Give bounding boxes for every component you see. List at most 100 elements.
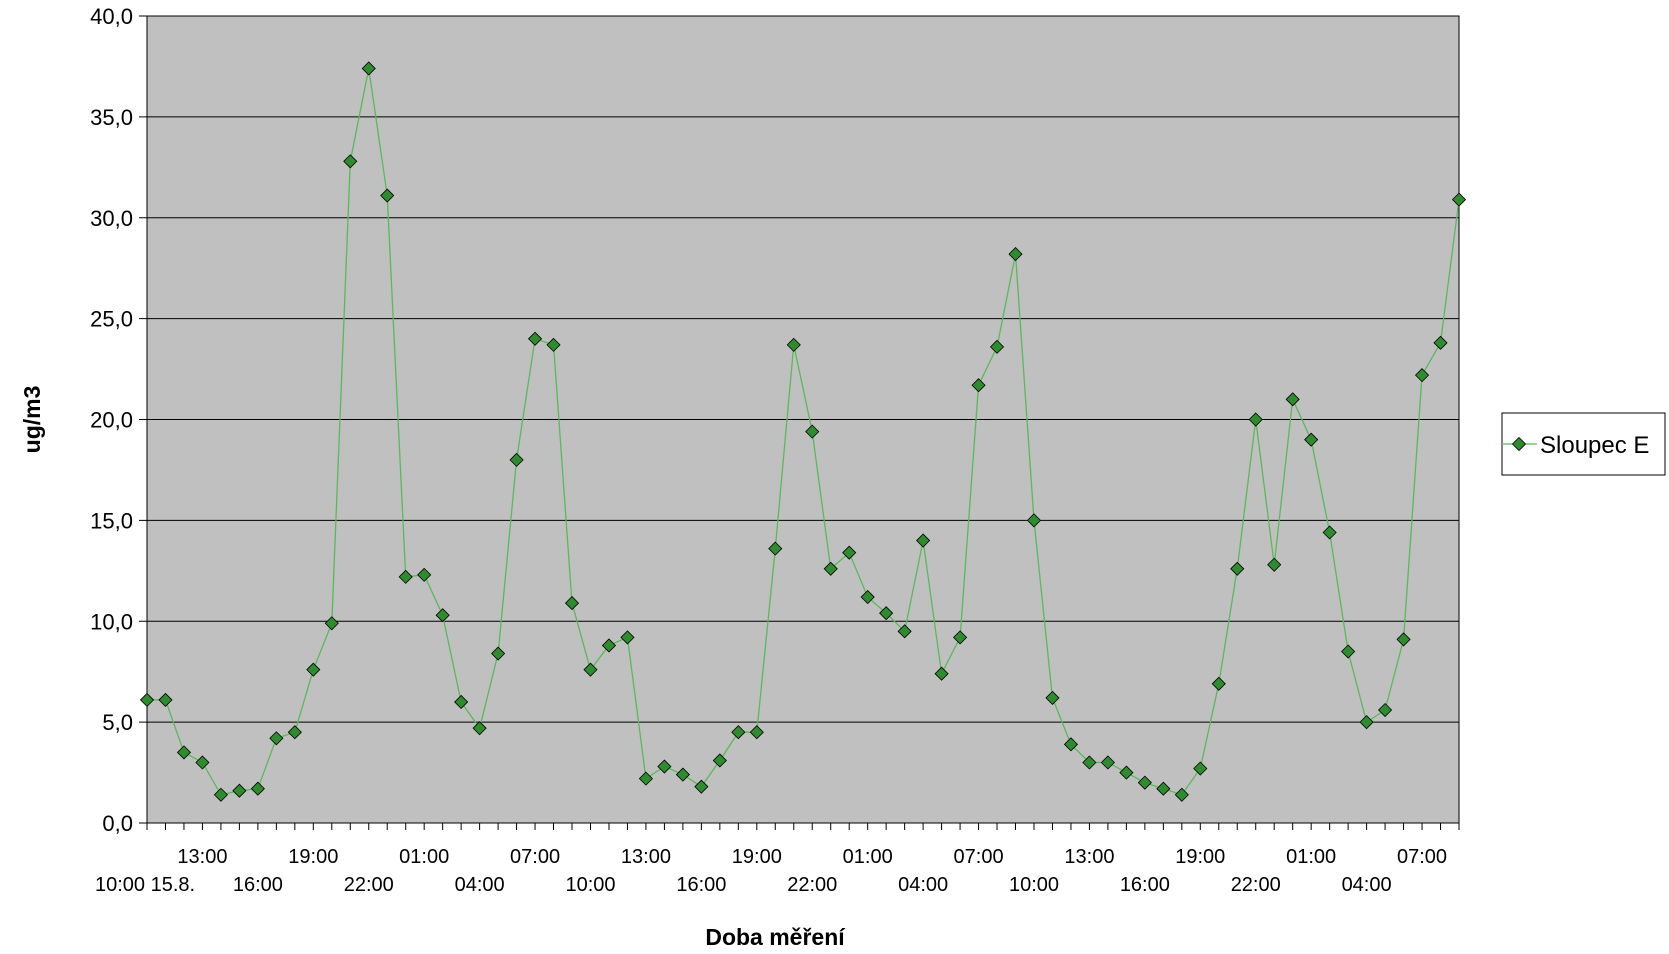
data-point — [1174, 787, 1189, 802]
y-tick-label: 10,0 — [90, 609, 133, 634]
data-point — [472, 721, 487, 736]
x-tick-label: 22:00 — [787, 874, 837, 896]
data-point — [620, 630, 635, 645]
x-axis-title: Doba měření — [705, 924, 846, 950]
x-tick-label: 16:00 — [676, 874, 726, 896]
data-point — [287, 725, 302, 740]
data-point — [1100, 755, 1115, 770]
y-tick-label: 20,0 — [90, 408, 133, 433]
data-point — [1193, 761, 1208, 776]
x-tick-label: 07:00 — [954, 846, 1004, 868]
data-point — [195, 755, 210, 770]
data-point — [1451, 192, 1467, 207]
data-point — [601, 638, 617, 653]
x-tick-label: 13:00 — [177, 846, 227, 868]
data-point — [1396, 632, 1411, 647]
data-point — [879, 606, 894, 621]
data-point — [1304, 432, 1319, 447]
x-tick-label: 07:00 — [1397, 846, 1447, 868]
x-tick-label: 04:00 — [898, 874, 948, 896]
x-tick-label: 07:00 — [510, 846, 560, 868]
data-point — [1119, 765, 1134, 780]
data-point — [805, 424, 820, 439]
data-point — [971, 378, 986, 393]
data-point — [657, 759, 672, 774]
data-point — [343, 154, 358, 169]
data-point — [860, 589, 875, 605]
data-point — [1211, 676, 1226, 691]
data-point — [1063, 737, 1079, 752]
data-point — [1359, 715, 1374, 730]
data-point — [380, 188, 395, 203]
x-tick-label: 19:00 — [1175, 846, 1225, 868]
data-point — [1378, 702, 1393, 718]
x-tick-label: 01:00 — [843, 846, 893, 868]
x-tick-label: 13:00 — [1064, 846, 1114, 868]
y-tick-label: 35,0 — [90, 105, 133, 130]
data-point — [823, 561, 838, 576]
x-tick-label: 01:00 — [1286, 846, 1336, 868]
data-point — [897, 624, 912, 639]
data-point — [694, 779, 709, 794]
x-tick-label: 22:00 — [1231, 874, 1281, 896]
data-point — [398, 569, 413, 584]
data-point — [1230, 561, 1245, 576]
data-point — [842, 545, 857, 560]
data-point — [564, 596, 580, 611]
data-point — [1026, 513, 1042, 528]
data-point — [1267, 557, 1282, 572]
data-point — [1156, 781, 1171, 796]
legend-marker-diamond — [1511, 436, 1527, 452]
y-axis: 0,0 5,0 10,0 15,0 20,0 25,0 30,0 35,0 40,0 — [90, 4, 147, 836]
data-point — [1341, 644, 1356, 659]
data-point — [934, 666, 949, 681]
gridlines — [147, 116, 1459, 723]
data-point — [1137, 775, 1152, 790]
legend-label: Sloupec E — [1540, 432, 1649, 459]
y-axis-title: ug/m3 — [19, 386, 45, 454]
data-point — [583, 662, 598, 677]
data-point — [361, 61, 376, 76]
data-point — [638, 771, 653, 786]
y-tick-label: 40,0 — [90, 4, 133, 29]
x-tick-label: 22:00 — [344, 874, 394, 896]
legend: Sloupec E — [1501, 412, 1666, 476]
x-tick-label: 16:00 — [233, 874, 283, 896]
series-line — [147, 68, 1460, 796]
data-point — [1414, 368, 1430, 383]
data-point — [232, 783, 247, 798]
data-point — [213, 787, 228, 802]
x-tick-label: 04:00 — [455, 874, 505, 896]
y-tick-label: 5,0 — [102, 710, 133, 735]
x-tick-label: 19:00 — [288, 846, 338, 868]
y-tick-label: 0,0 — [102, 811, 133, 836]
data-point — [527, 331, 543, 346]
data-point — [324, 616, 339, 631]
data-point — [176, 745, 192, 760]
data-point — [786, 337, 801, 352]
x-tick-label: 13:00 — [621, 846, 671, 868]
data-point — [250, 781, 265, 796]
x-tick-label: 10:00 — [1009, 874, 1059, 896]
data-point — [1082, 755, 1097, 770]
data-point — [1322, 525, 1337, 540]
data-point — [712, 753, 727, 768]
data-point — [1008, 246, 1023, 262]
data-point — [989, 339, 1005, 354]
y-tick-label: 15,0 — [90, 508, 133, 533]
data-point — [1248, 412, 1263, 427]
x-tick-label: 10:00 — [565, 874, 615, 896]
y-tick-label: 30,0 — [90, 206, 133, 231]
data-point — [269, 731, 284, 746]
data-point — [546, 337, 561, 352]
data-point — [749, 725, 764, 740]
data-point — [731, 725, 746, 740]
data-point — [1045, 690, 1060, 705]
data-point — [509, 452, 524, 467]
data-point — [916, 533, 931, 548]
x-axis: 13:00 19:00 01:00 07:00 13:00 19:00 01:00 07:00… — [95, 822, 1460, 896]
x-tick-label: 04:00 — [1342, 874, 1392, 896]
data-point — [454, 694, 469, 710]
series-sloupec-e — [139, 61, 1467, 802]
data-point — [158, 692, 173, 707]
